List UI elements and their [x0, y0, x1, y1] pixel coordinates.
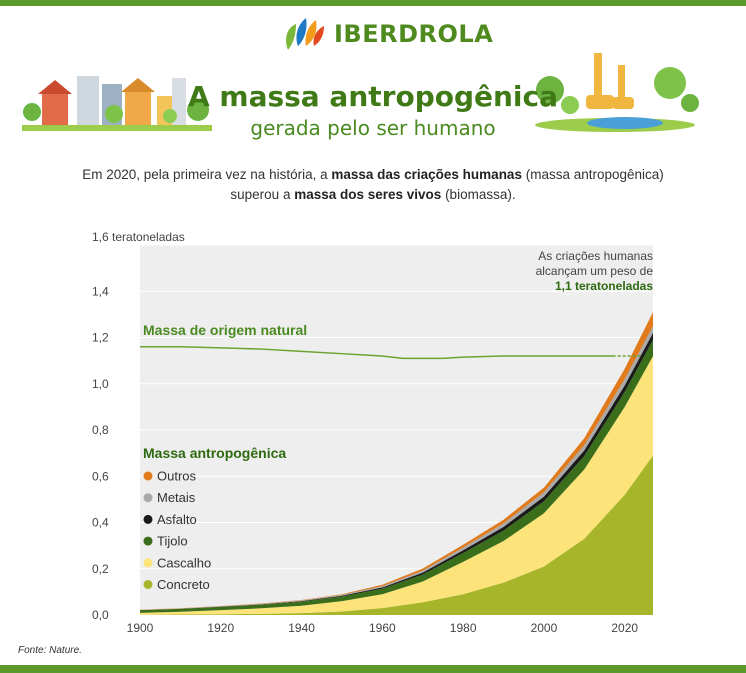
y-tick-label: 1,0: [92, 377, 109, 391]
legend-swatch: [143, 514, 153, 524]
intro-text: Em 2020, pela primeira vez na história, …: [70, 165, 676, 205]
logo-leaves-icon: [286, 18, 324, 50]
annotation-line-1: As criações humanas: [538, 249, 653, 263]
legend-label: Metais: [157, 490, 196, 505]
intro-bold-1: massa das criações humanas: [331, 167, 522, 182]
y-axis-ticks: 0,0 0,2 0,4 0,6 0,8 1,0 1,2 1,4: [92, 284, 109, 622]
annotation-line-2: alcançam um peso de: [536, 264, 654, 278]
y-tick-label: 0,2: [92, 562, 109, 576]
intro-bold-2: massa dos seres vivos: [294, 187, 442, 202]
legend-label: Concreto: [157, 577, 210, 592]
y-axis-top-label: 1,6 teratoneladas: [92, 230, 185, 244]
y-tick-label: 0,8: [92, 423, 109, 437]
x-tick-label: 1960: [369, 621, 396, 635]
area-concreto: [140, 455, 653, 615]
natural-mass-curve: [140, 346, 613, 360]
y-tick-label: 0,6: [92, 469, 109, 483]
y-tick-label: 1,2: [92, 331, 109, 345]
iberdrola-logo: IBERDROLA: [282, 16, 493, 52]
legend-swatch: [143, 580, 153, 589]
legend-title: Massa antropogênica: [143, 445, 286, 461]
y-tick-label: 0,4: [92, 516, 109, 530]
annotation-line-3: 1,1 teratoneladas: [555, 279, 653, 293]
legend-swatch: [143, 471, 153, 481]
source-note: Fonte: Nature.: [18, 645, 82, 656]
page-subtitle: gerada pelo ser humano: [250, 116, 496, 140]
legend-label: Tijolo: [157, 534, 188, 549]
legend-swatch: [143, 536, 153, 546]
natural-mass-line: [140, 346, 641, 360]
intro-part-2: (massa antropogênica) superou a: [230, 167, 664, 202]
x-tick-label: 2020: [611, 621, 638, 635]
intro-part-1: Em 2020, pela primeira vez na história, …: [82, 167, 332, 182]
brand-name: IBERDROLA: [334, 20, 494, 48]
area-series: [140, 312, 653, 615]
top-bar: [0, 0, 746, 6]
legend-label: Outros: [157, 469, 197, 484]
x-tick-label: 1980: [450, 621, 477, 635]
y-tick-label: 1,4: [92, 284, 109, 298]
natural-mass-label: Massa de origem natural: [143, 322, 307, 338]
legend-label: Asfalto: [157, 512, 197, 527]
x-tick-label: 2000: [531, 621, 558, 635]
bottom-bar: [0, 665, 746, 673]
legend-swatch: [143, 493, 153, 503]
zoo-illustration: [535, 53, 699, 132]
area-cascalho: [140, 356, 653, 615]
city-illustration: [22, 76, 212, 131]
x-tick-label: 1900: [127, 621, 154, 635]
legend-swatch: [143, 558, 153, 568]
intro-part-3: (biomassa).: [441, 187, 516, 202]
x-tick-label: 1940: [288, 621, 315, 635]
y-tick-label: 0,0: [92, 608, 109, 622]
page-title: A massa antropogênica: [187, 80, 559, 113]
x-tick-label: 1920: [207, 621, 234, 635]
x-axis-ticks: 1900 1920 1940 1960 1980 2000 2020: [127, 621, 639, 635]
legend-label: Cascalho: [157, 555, 211, 570]
legend: Outros Metais Asfalto Tijolo Cascalho Concret…: [143, 469, 211, 592]
